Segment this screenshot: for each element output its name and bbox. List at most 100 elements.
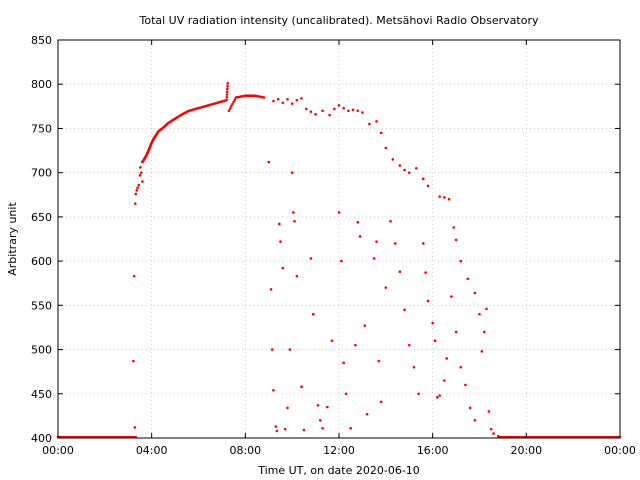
data-point [489,427,493,431]
data-point [412,365,416,369]
data-point [354,343,357,347]
data-point [325,405,329,409]
data-point [426,299,430,303]
data-point [225,90,229,94]
data-point [431,321,434,325]
data-point [134,192,138,196]
data-point [141,180,144,183]
y-tick-label: 600 [31,255,52,268]
data-point [361,111,364,114]
data-point [403,168,406,172]
y-tick-label: 500 [31,344,52,357]
y-axis-label: Arbitrary unit [6,202,19,276]
axis-ticks: 400 450 500 550 600 650 700 750 800 850 00:00 04:00… [31,34,636,457]
data-point [349,426,353,430]
data-point [275,429,279,433]
data-point [330,339,334,343]
data-point [342,106,345,110]
data-point [438,394,441,397]
data-point [225,93,229,96]
data-point [459,259,463,263]
data-point [138,174,142,177]
x-tick-label: 08:00 [229,444,261,457]
data-point [358,235,362,238]
x-tick-label: 00:00 [604,444,636,457]
data-point [205,104,208,108]
data-point [480,350,484,353]
data-point [277,222,281,226]
data-point [309,257,313,260]
data-point [384,286,388,289]
data-point [290,171,294,174]
data-point [393,242,397,245]
data-point [242,94,246,98]
data-point [375,240,378,243]
data-point [276,97,280,101]
data-point [292,211,295,214]
data-point [333,107,336,111]
y-tick-label: 750 [31,122,52,135]
data-point [231,102,234,106]
data-point [337,211,341,214]
data-point [398,270,402,274]
data-point [342,361,345,365]
data-point [311,312,315,316]
data-point [272,388,275,392]
data-point [300,385,303,389]
data-point [132,274,136,278]
data-point [447,197,451,201]
data-point [295,98,299,102]
data-point [454,238,458,242]
data-point [281,266,285,270]
data-point [492,432,495,435]
data-point [356,109,360,113]
x-tick-label: 16:00 [417,444,449,457]
data-point [274,425,278,428]
data-point [267,160,271,164]
data-point [304,107,308,111]
data-point [485,307,488,311]
data-point [302,428,306,432]
data-point [384,146,388,150]
data-point [179,113,183,117]
data-point [422,242,425,245]
data-point [232,100,235,104]
data-point [466,277,470,281]
data-point [377,359,381,363]
data-point [379,400,383,404]
data-point [139,166,142,169]
data-point [407,343,411,347]
data-point [133,202,137,205]
data-point [316,403,320,407]
data-point [288,348,292,351]
data-point [233,98,237,101]
data-point [347,109,350,113]
data-point [436,396,439,399]
data-point [445,357,449,360]
data-point [468,406,472,410]
y-tick-label: 550 [31,299,52,312]
data-point [283,427,287,431]
data-point [482,330,486,334]
data-point [344,392,348,396]
data-point [417,392,420,396]
data-point [375,120,378,123]
data-point [270,348,274,351]
data-point [414,166,418,170]
data-point [229,105,233,108]
data-point [290,102,294,105]
data-point [365,412,369,416]
data-point [464,383,467,387]
data-point [356,220,360,224]
x-tick-label: 12:00 [323,444,355,457]
data-point [407,171,411,174]
data-point [340,259,343,263]
data-point [424,271,427,274]
data-point [272,99,275,103]
data-point [487,410,491,413]
grid [58,40,620,438]
data-point [135,189,138,192]
data-point [295,274,299,278]
